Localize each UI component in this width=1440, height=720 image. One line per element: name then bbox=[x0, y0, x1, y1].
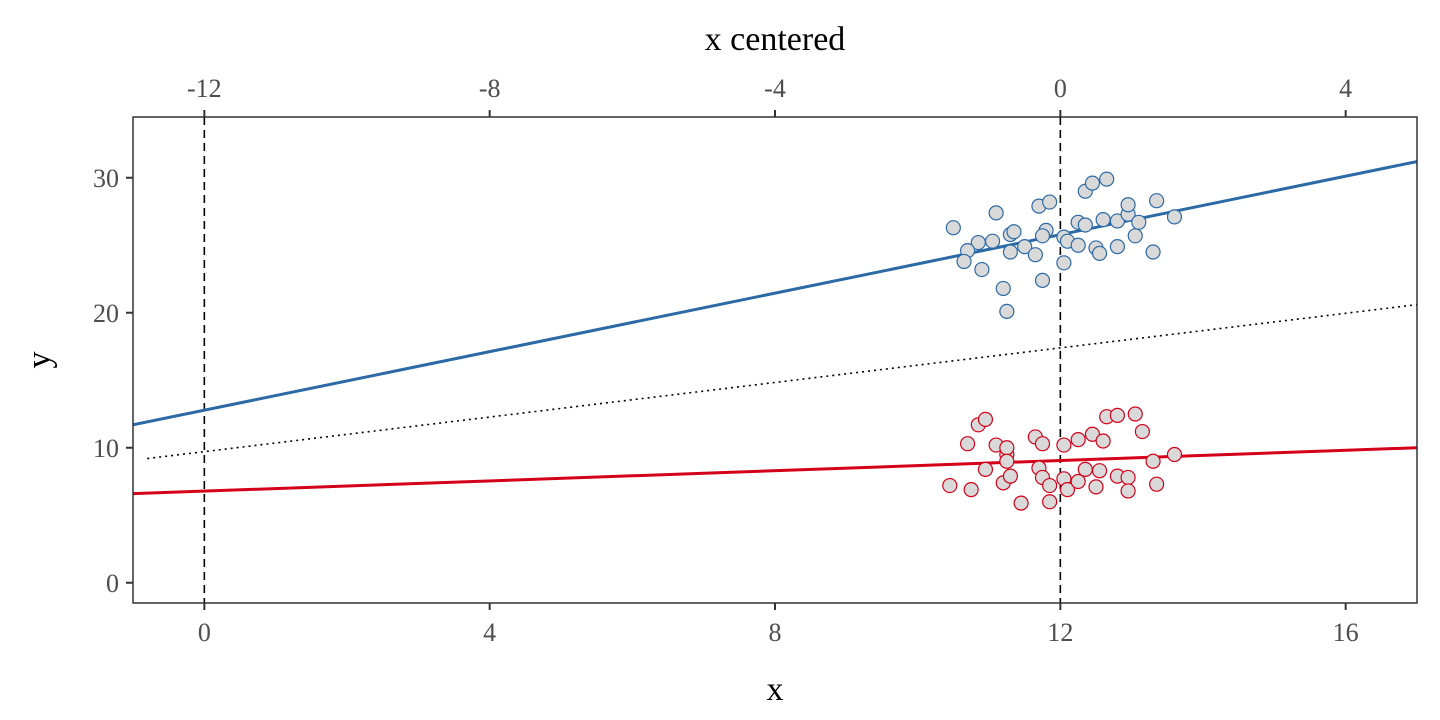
y-tick-label: 20 bbox=[93, 299, 119, 328]
x2-tick-label: -8 bbox=[479, 74, 501, 103]
x-tick-label: 4 bbox=[483, 618, 496, 647]
red-point bbox=[1042, 477, 1058, 494]
red-point bbox=[1145, 453, 1161, 469]
red-point bbox=[1077, 461, 1093, 477]
data-points bbox=[942, 171, 1183, 511]
red-point bbox=[1013, 495, 1029, 511]
blue-point bbox=[1145, 244, 1161, 260]
blue-point bbox=[1017, 239, 1033, 255]
x-tick-label: 0 bbox=[198, 618, 211, 647]
red-point bbox=[977, 461, 994, 477]
red-point bbox=[1056, 437, 1072, 453]
blue-point bbox=[974, 261, 990, 278]
blue-point bbox=[1095, 212, 1111, 228]
axes: 0 4 8 12 16 -12 -8 -4 0 4 0 10 20 30 bbox=[93, 74, 1359, 647]
red-point bbox=[1070, 432, 1086, 448]
blue-fit-line bbox=[133, 160, 1417, 427]
red-point bbox=[1084, 426, 1101, 442]
blue-point bbox=[1084, 175, 1101, 191]
red-point bbox=[1088, 479, 1104, 495]
red-point bbox=[1034, 436, 1051, 452]
blue-point bbox=[1027, 247, 1043, 263]
red-point bbox=[1059, 482, 1076, 498]
blue-point bbox=[1166, 209, 1183, 225]
red-point bbox=[999, 453, 1015, 469]
red-point bbox=[1042, 494, 1058, 510]
x-tick-label: 12 bbox=[1047, 618, 1073, 647]
blue-point bbox=[1070, 237, 1086, 253]
red-point bbox=[977, 411, 994, 427]
x2-tick-label: -12 bbox=[187, 74, 222, 103]
blue-point bbox=[1034, 228, 1051, 244]
x2-axis-title: x centered bbox=[705, 21, 846, 58]
red-point bbox=[1002, 468, 1019, 484]
blue-point bbox=[1149, 193, 1165, 209]
fit-lines bbox=[133, 160, 1417, 496]
x2-tick-label: -4 bbox=[764, 74, 786, 103]
red-point bbox=[999, 440, 1015, 456]
blue-point bbox=[1002, 244, 1019, 260]
blue-point bbox=[999, 303, 1015, 319]
red-point bbox=[1120, 483, 1136, 499]
red-point bbox=[1109, 407, 1126, 423]
x2-tick-label: 0 bbox=[1054, 74, 1067, 103]
blue-point bbox=[1099, 171, 1115, 187]
x-tick-label: 16 bbox=[1333, 618, 1359, 647]
blue-point bbox=[1006, 224, 1022, 240]
blue-point bbox=[956, 253, 972, 270]
blue-point bbox=[1120, 197, 1136, 213]
red-point bbox=[942, 477, 958, 494]
red-point bbox=[1120, 469, 1136, 486]
blue-point bbox=[988, 205, 1004, 221]
red-point bbox=[1166, 446, 1183, 463]
blue-point bbox=[1131, 214, 1147, 230]
y-tick-label: 30 bbox=[93, 164, 119, 193]
blue-point bbox=[1109, 239, 1126, 255]
red-point bbox=[1127, 406, 1143, 422]
red-point bbox=[1134, 423, 1150, 440]
blue-point bbox=[1091, 245, 1108, 261]
blue-point bbox=[1127, 228, 1143, 244]
blue-point bbox=[995, 280, 1011, 297]
red-fit-line bbox=[133, 446, 1417, 496]
blue-point bbox=[1056, 255, 1072, 271]
blue-point bbox=[1034, 272, 1051, 288]
blue-point bbox=[984, 233, 1001, 249]
blue-point bbox=[1109, 213, 1126, 229]
panel-background bbox=[133, 117, 1417, 603]
red-point bbox=[963, 482, 979, 498]
y-axis-title: y bbox=[21, 352, 58, 369]
red-point bbox=[1091, 463, 1108, 479]
x-tick-label: 8 bbox=[769, 618, 782, 647]
red-point bbox=[959, 436, 976, 452]
x2-tick-label: 4 bbox=[1339, 74, 1352, 103]
blue-point bbox=[1042, 194, 1058, 210]
red-point bbox=[1095, 433, 1111, 449]
blue-point bbox=[945, 220, 961, 236]
red-point bbox=[1149, 476, 1165, 492]
red-point bbox=[1070, 473, 1086, 490]
blue-point bbox=[1077, 217, 1093, 233]
y-tick-label: 10 bbox=[93, 434, 119, 463]
y-tick-label: 0 bbox=[106, 569, 119, 598]
reference-lines bbox=[203, 117, 1062, 603]
x-axis-title: x bbox=[767, 671, 784, 708]
